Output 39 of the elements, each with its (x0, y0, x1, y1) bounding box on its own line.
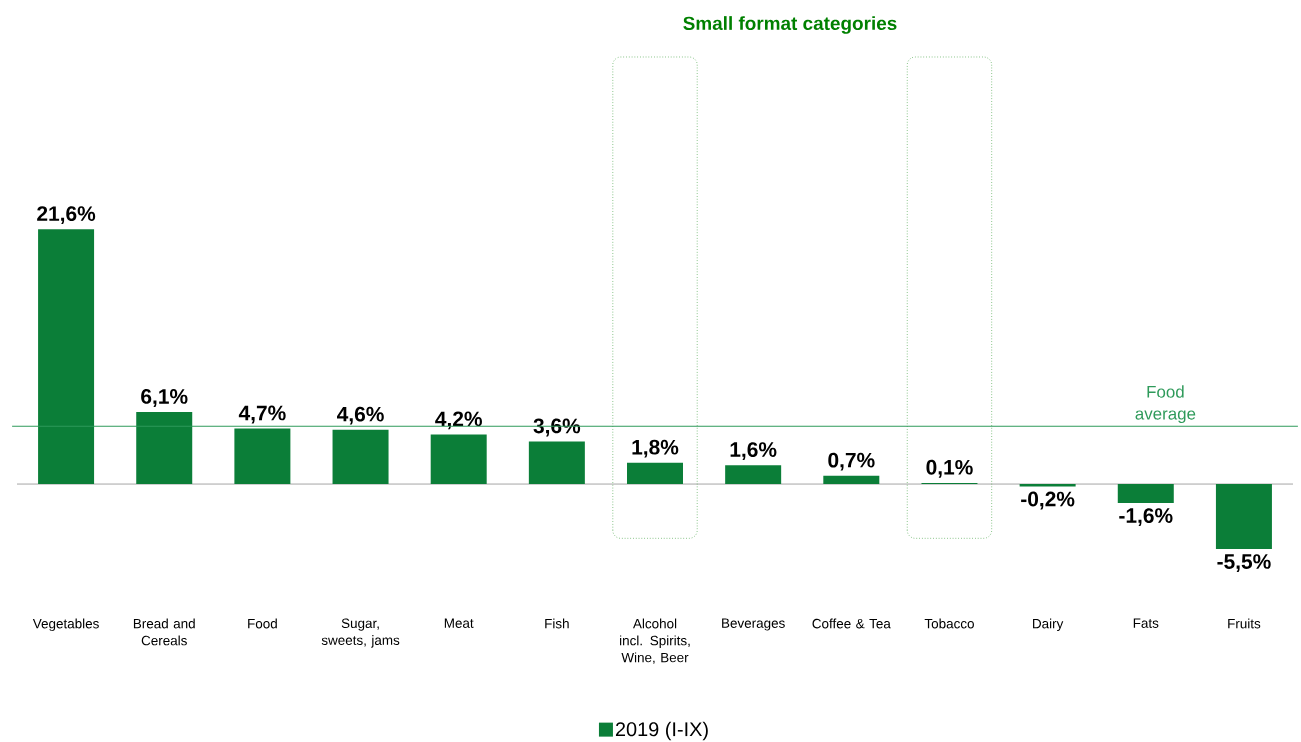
data-label: 0,1% (926, 460, 973, 478)
bar (627, 463, 683, 485)
data-label: 4,7% (238, 405, 286, 424)
data-label: -1,6% (1119, 508, 1173, 527)
x-tick-label: Food (248, 618, 277, 629)
bar (38, 229, 95, 485)
bar (528, 441, 585, 485)
data-label: -0,2% (1021, 491, 1075, 510)
bar (1215, 484, 1272, 550)
x-tick-label: Coffee & Tea (812, 618, 891, 629)
x-tick-label: Fruits (1228, 618, 1261, 629)
x-tick-label: Alcohol incl. Spirits, Wine, Beer (620, 618, 690, 665)
x-tick-label: Vegetables (32, 618, 99, 632)
bar (332, 429, 389, 485)
bar (234, 428, 291, 485)
x-tick-label: Fish (545, 618, 569, 629)
bar (725, 465, 782, 485)
data-label: 0,7% (828, 452, 875, 471)
data-label: 4,2% (435, 411, 482, 430)
bar (1117, 484, 1174, 504)
data-label: 21,6% (37, 206, 96, 225)
bar (430, 434, 487, 485)
x-tick-label: Tobacco (924, 618, 974, 629)
data-label: 6,1% (141, 389, 188, 408)
x-tick-label: Fats (1133, 618, 1159, 629)
data-label: -5,5% (1217, 554, 1271, 573)
x-tick-label: Beverages (722, 618, 785, 631)
bar (136, 412, 193, 485)
x-tick-label: Meat (444, 618, 474, 629)
x-tick-label: Bread and Cereals (133, 618, 195, 646)
legend-label: 2019 (I-IX) (615, 721, 708, 741)
data-label: 1,8% (632, 439, 679, 458)
data-label: 4,6% (337, 406, 384, 425)
ref-line-label: Food average (1135, 385, 1196, 424)
bar (823, 476, 880, 485)
data-label: 1,6% (730, 442, 777, 461)
x-tick-label: Sugar, sweets, jams (321, 618, 400, 648)
x-tick-label: Dairy (1033, 618, 1064, 632)
chart-title: Small format categories (683, 16, 897, 35)
